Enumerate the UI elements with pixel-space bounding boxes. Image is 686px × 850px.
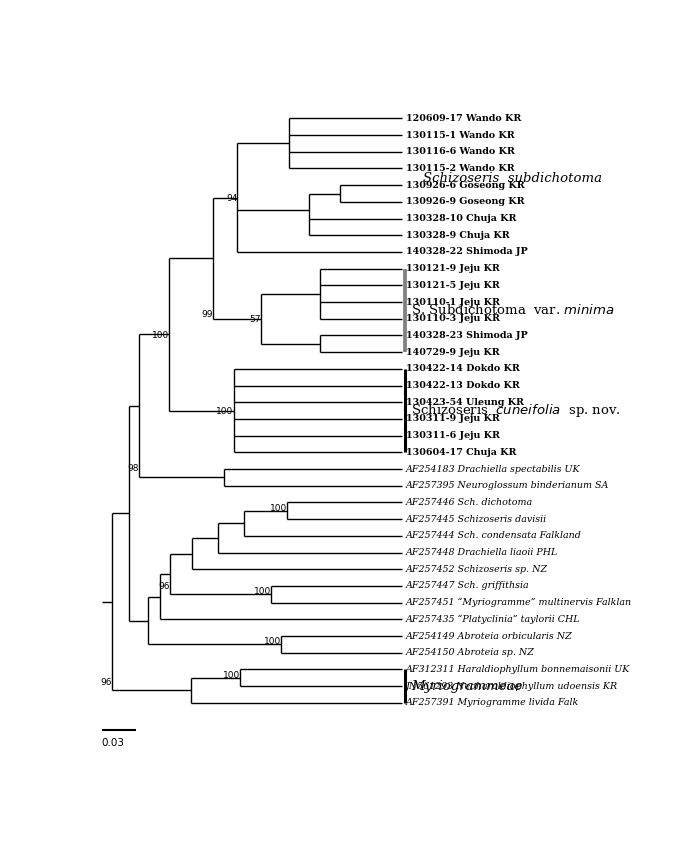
Text: AF257445 Schizoseris davisii: AF257445 Schizoseris davisii bbox=[406, 514, 547, 524]
Text: 130116-6 Wando KR: 130116-6 Wando KR bbox=[406, 147, 514, 156]
Text: 100: 100 bbox=[254, 587, 271, 596]
Text: AF312311 Haraldiophyllum bonnemaisonii UK: AF312311 Haraldiophyllum bonnemaisonii U… bbox=[406, 665, 630, 674]
Text: 130121-5 Jeju KR: 130121-5 Jeju KR bbox=[406, 280, 499, 290]
Text: Schizoseris  subdichotoma: Schizoseris subdichotoma bbox=[423, 172, 602, 185]
Text: 130926-9 Goseong KR: 130926-9 Goseong KR bbox=[406, 197, 524, 207]
Text: AF254183 Drachiella spectabilis UK: AF254183 Drachiella spectabilis UK bbox=[406, 465, 580, 473]
Text: 96: 96 bbox=[158, 582, 169, 591]
Text: 130110-1 Jeju KR: 130110-1 Jeju KR bbox=[406, 298, 500, 307]
Text: AF257448 Drachiella liaoii PHL: AF257448 Drachiella liaoii PHL bbox=[406, 548, 558, 557]
Text: 130422-13 Dokdo KR: 130422-13 Dokdo KR bbox=[406, 381, 520, 390]
Text: 99: 99 bbox=[202, 310, 213, 320]
Text: AF257446 Sch. dichotoma: AF257446 Sch. dichotoma bbox=[406, 498, 533, 507]
Text: Schizoseris  $\it{cuneifolia}$  sp. nov.: Schizoseris $\it{cuneifolia}$ sp. nov. bbox=[411, 402, 621, 419]
Text: 130115-1 Wando KR: 130115-1 Wando KR bbox=[406, 131, 514, 139]
Text: 130311-6 Jeju KR: 130311-6 Jeju KR bbox=[406, 431, 500, 440]
Text: 57: 57 bbox=[250, 315, 261, 324]
Text: 130311-9 Jeju KR: 130311-9 Jeju KR bbox=[406, 415, 499, 423]
Text: JN561293 Neoharaldiophyllum udoensis KR: JN561293 Neoharaldiophyllum udoensis KR bbox=[406, 682, 618, 691]
Text: AF257444 Sch. condensata Falkland: AF257444 Sch. condensata Falkland bbox=[406, 531, 582, 541]
Text: AF254149 Abroteia orbicularis NZ: AF254149 Abroteia orbicularis NZ bbox=[406, 632, 573, 641]
Text: 96: 96 bbox=[101, 678, 113, 687]
Text: AF257451 “Myriogramme” multinervis Falklan: AF257451 “Myriogramme” multinervis Falkl… bbox=[406, 598, 632, 607]
Text: 130121-9 Jeju KR: 130121-9 Jeju KR bbox=[406, 264, 499, 273]
Text: 130422-14 Dokdo KR: 130422-14 Dokdo KR bbox=[406, 365, 520, 373]
Text: 140328-22 Shimoda JP: 140328-22 Shimoda JP bbox=[406, 247, 528, 257]
Text: 130110-3 Jeju KR: 130110-3 Jeju KR bbox=[406, 314, 500, 323]
Text: 140729-9 Jeju KR: 140729-9 Jeju KR bbox=[406, 348, 499, 357]
Text: S. Subdichotoma  var. $\it{minima}$: S. Subdichotoma var. $\it{minima}$ bbox=[411, 303, 615, 317]
Text: 130926-6 Goseong KR: 130926-6 Goseong KR bbox=[406, 181, 525, 190]
Text: 130328-9 Chuja KR: 130328-9 Chuja KR bbox=[406, 230, 510, 240]
Text: 130115-2 Wando KR: 130115-2 Wando KR bbox=[406, 164, 514, 173]
Text: 0.03: 0.03 bbox=[102, 738, 125, 748]
Text: AF257435 “Platyclinia” taylorii CHL: AF257435 “Platyclinia” taylorii CHL bbox=[406, 615, 580, 624]
Text: 94: 94 bbox=[226, 194, 237, 203]
Text: Myriogrammeae: Myriogrammeae bbox=[411, 680, 523, 693]
Text: 100: 100 bbox=[216, 407, 233, 416]
Text: 100: 100 bbox=[152, 331, 169, 340]
Text: AF254150 Abroteia sp. NZ: AF254150 Abroteia sp. NZ bbox=[406, 649, 534, 657]
Text: AF257452 Schizoseris sp. NZ: AF257452 Schizoseris sp. NZ bbox=[406, 564, 548, 574]
Text: 130328-10 Chuja KR: 130328-10 Chuja KR bbox=[406, 214, 517, 223]
Text: 100: 100 bbox=[270, 504, 287, 513]
Text: 100: 100 bbox=[223, 671, 240, 680]
Text: 140328-23 Shimoda JP: 140328-23 Shimoda JP bbox=[406, 331, 528, 340]
Text: AF257447 Sch. griffithsia: AF257447 Sch. griffithsia bbox=[406, 581, 530, 591]
Text: 130604-17 Chuja KR: 130604-17 Chuja KR bbox=[406, 448, 517, 456]
Text: 120609-17 Wando KR: 120609-17 Wando KR bbox=[406, 114, 521, 123]
Text: 100: 100 bbox=[264, 638, 281, 646]
Text: AF257391 Myriogramme livida Falk: AF257391 Myriogramme livida Falk bbox=[406, 699, 579, 707]
Text: 130423-54 Uleung KR: 130423-54 Uleung KR bbox=[406, 398, 524, 407]
Text: 98: 98 bbox=[128, 464, 139, 473]
Text: AF257395 Neuroglossum binderianum SA: AF257395 Neuroglossum binderianum SA bbox=[406, 481, 609, 490]
